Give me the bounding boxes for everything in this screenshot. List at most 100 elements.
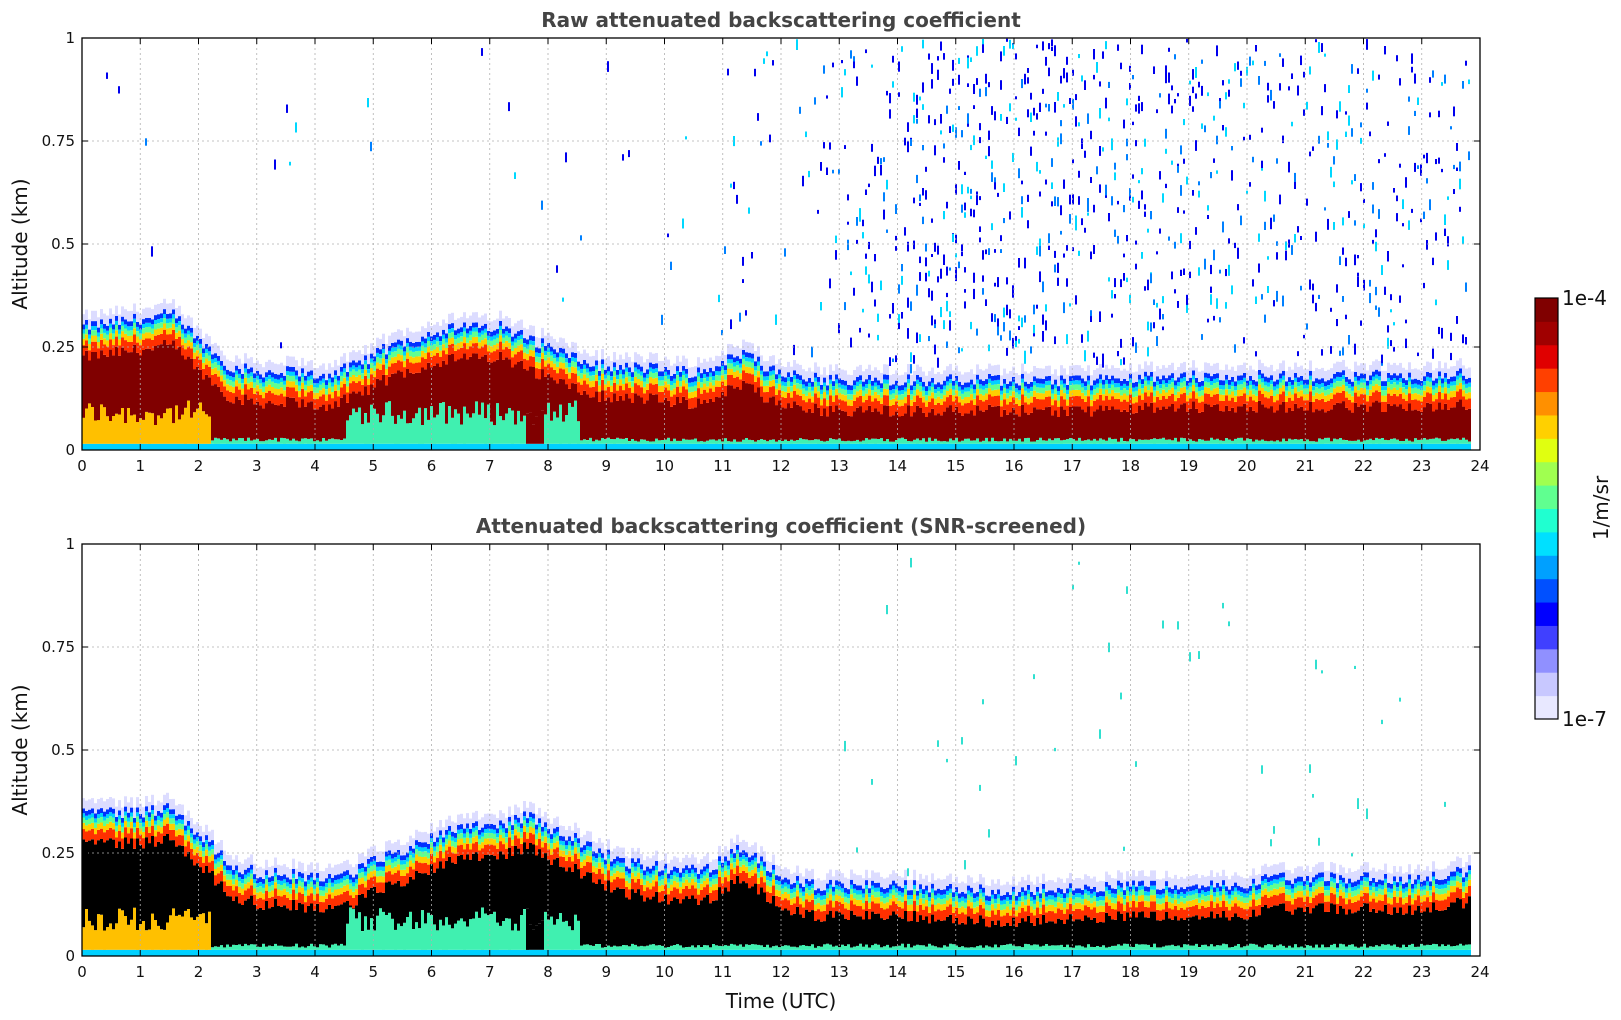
- backscatter-cell: [139, 418, 142, 444]
- noise-speckle: [1174, 241, 1176, 249]
- backscatter-cell: [1105, 440, 1108, 444]
- backscatter-cell: [979, 410, 982, 442]
- backscatter-cell: [367, 384, 370, 395]
- backscatter-cell: [229, 443, 232, 450]
- backscatter-cell: [532, 350, 535, 357]
- backscatter-cell: [841, 369, 844, 380]
- backscatter-cell: [700, 441, 703, 444]
- noise-speckle: [1231, 170, 1233, 181]
- backscatter-cell: [337, 375, 340, 381]
- backscatter-cell: [937, 396, 940, 403]
- backscatter-cell: [349, 383, 352, 394]
- backscatter-cell: [409, 356, 412, 363]
- backscatter-cell: [1198, 412, 1201, 439]
- backscatter-cell: [586, 372, 589, 378]
- backscatter-cell: [1294, 393, 1297, 404]
- backscatter-cell: [1336, 439, 1339, 444]
- backscatter-cell: [907, 383, 910, 389]
- backscatter-cell: [754, 351, 757, 362]
- noise-speckle: [883, 209, 885, 220]
- backscatter-cell: [616, 437, 619, 444]
- noise-speckle: [880, 165, 882, 176]
- backscatter-cell: [133, 414, 136, 444]
- backscatter-cell: [94, 321, 97, 326]
- backscatter-cell: [304, 365, 307, 376]
- backscatter-cell: [928, 381, 931, 387]
- backscatter-cell: [118, 333, 121, 340]
- backscatter-cell: [727, 354, 730, 360]
- backscatter-cell: [526, 353, 529, 361]
- backscatter-cell: [121, 306, 124, 317]
- backscatter-cell: [1330, 399, 1333, 410]
- backscatter-cell: [304, 443, 307, 450]
- backscatter-cell: [967, 372, 970, 383]
- backscatter-cell: [751, 362, 754, 369]
- backscatter-cell: [343, 443, 346, 450]
- backscatter-cell: [703, 400, 706, 442]
- backscatter-cell: [370, 443, 373, 450]
- backscatter-cell: [259, 441, 262, 444]
- backscatter-cell: [994, 406, 997, 441]
- backscatter-cell: [1111, 406, 1114, 440]
- backscatter-cell: [1318, 410, 1321, 439]
- backscatter-cell: [1192, 391, 1195, 402]
- backscatter-cell: [496, 343, 499, 350]
- backscatter-cell: [595, 381, 598, 392]
- backscatter-cell: [175, 327, 178, 333]
- backscatter-cell: [919, 397, 922, 408]
- backscatter-cell: [1378, 361, 1381, 372]
- backscatter-cell: [1327, 443, 1330, 450]
- backscatter-cell: [85, 334, 88, 341]
- noise-speckle: [1345, 111, 1347, 115]
- noise-speckle: [1201, 334, 1203, 340]
- backscatter-cell: [496, 443, 499, 450]
- backscatter-cell: [241, 443, 244, 450]
- backscatter-cell: [1258, 374, 1261, 379]
- backscatter-cell: [652, 394, 655, 442]
- noise-speckle: [1387, 337, 1389, 349]
- backscatter-cell: [934, 384, 937, 390]
- backscatter-cell: [916, 389, 919, 396]
- backscatter-cell: [754, 441, 757, 444]
- backscatter-cell: [157, 328, 160, 335]
- backscatter-cell: [805, 381, 808, 387]
- backscatter-cell: [412, 347, 415, 352]
- backscatter-cell: [247, 377, 250, 384]
- backscatter-cell: [1366, 439, 1369, 444]
- backscatter-cell: [703, 389, 706, 400]
- backscatter-cell: [295, 391, 298, 402]
- backscatter-cell: [1219, 443, 1222, 450]
- noise-speckle: [1264, 221, 1266, 230]
- backscatter-cell: [1291, 380, 1294, 385]
- noise-speckle: [1237, 204, 1239, 211]
- noise-speckle: [1318, 135, 1320, 144]
- noise-speckle: [1144, 204, 1146, 210]
- backscatter-cell: [1285, 441, 1288, 444]
- noise-speckle: [1300, 236, 1302, 240]
- backscatter-cell: [1333, 394, 1336, 405]
- noise-speckle: [937, 276, 939, 283]
- noise-speckle: [994, 177, 996, 186]
- backscatter-cell: [775, 379, 778, 384]
- backscatter-cell: [1108, 399, 1111, 410]
- backscatter-cell: [1078, 406, 1081, 438]
- noise-speckle: [1228, 238, 1230, 244]
- backscatter-cell: [1276, 384, 1279, 389]
- backscatter-cell: [1294, 403, 1297, 439]
- backscatter-cell: [736, 361, 739, 366]
- backscatter-cell: [382, 415, 385, 444]
- noise-speckle: [1027, 68, 1029, 73]
- backscatter-cell: [1396, 384, 1399, 390]
- backscatter-cell: [1204, 403, 1207, 441]
- backscatter-cell: [1405, 389, 1408, 395]
- backscatter-cell: [418, 350, 421, 357]
- noise-speckle: [1075, 116, 1077, 127]
- backscatter-cell: [562, 348, 565, 354]
- backscatter-cell: [649, 367, 652, 372]
- backscatter-cell: [1024, 402, 1027, 413]
- backscatter-cell: [544, 355, 547, 361]
- backscatter-cell: [970, 379, 973, 385]
- backscatter-cell: [406, 327, 409, 339]
- backscatter-cell: [1051, 374, 1054, 385]
- backscatter-cell: [334, 359, 337, 371]
